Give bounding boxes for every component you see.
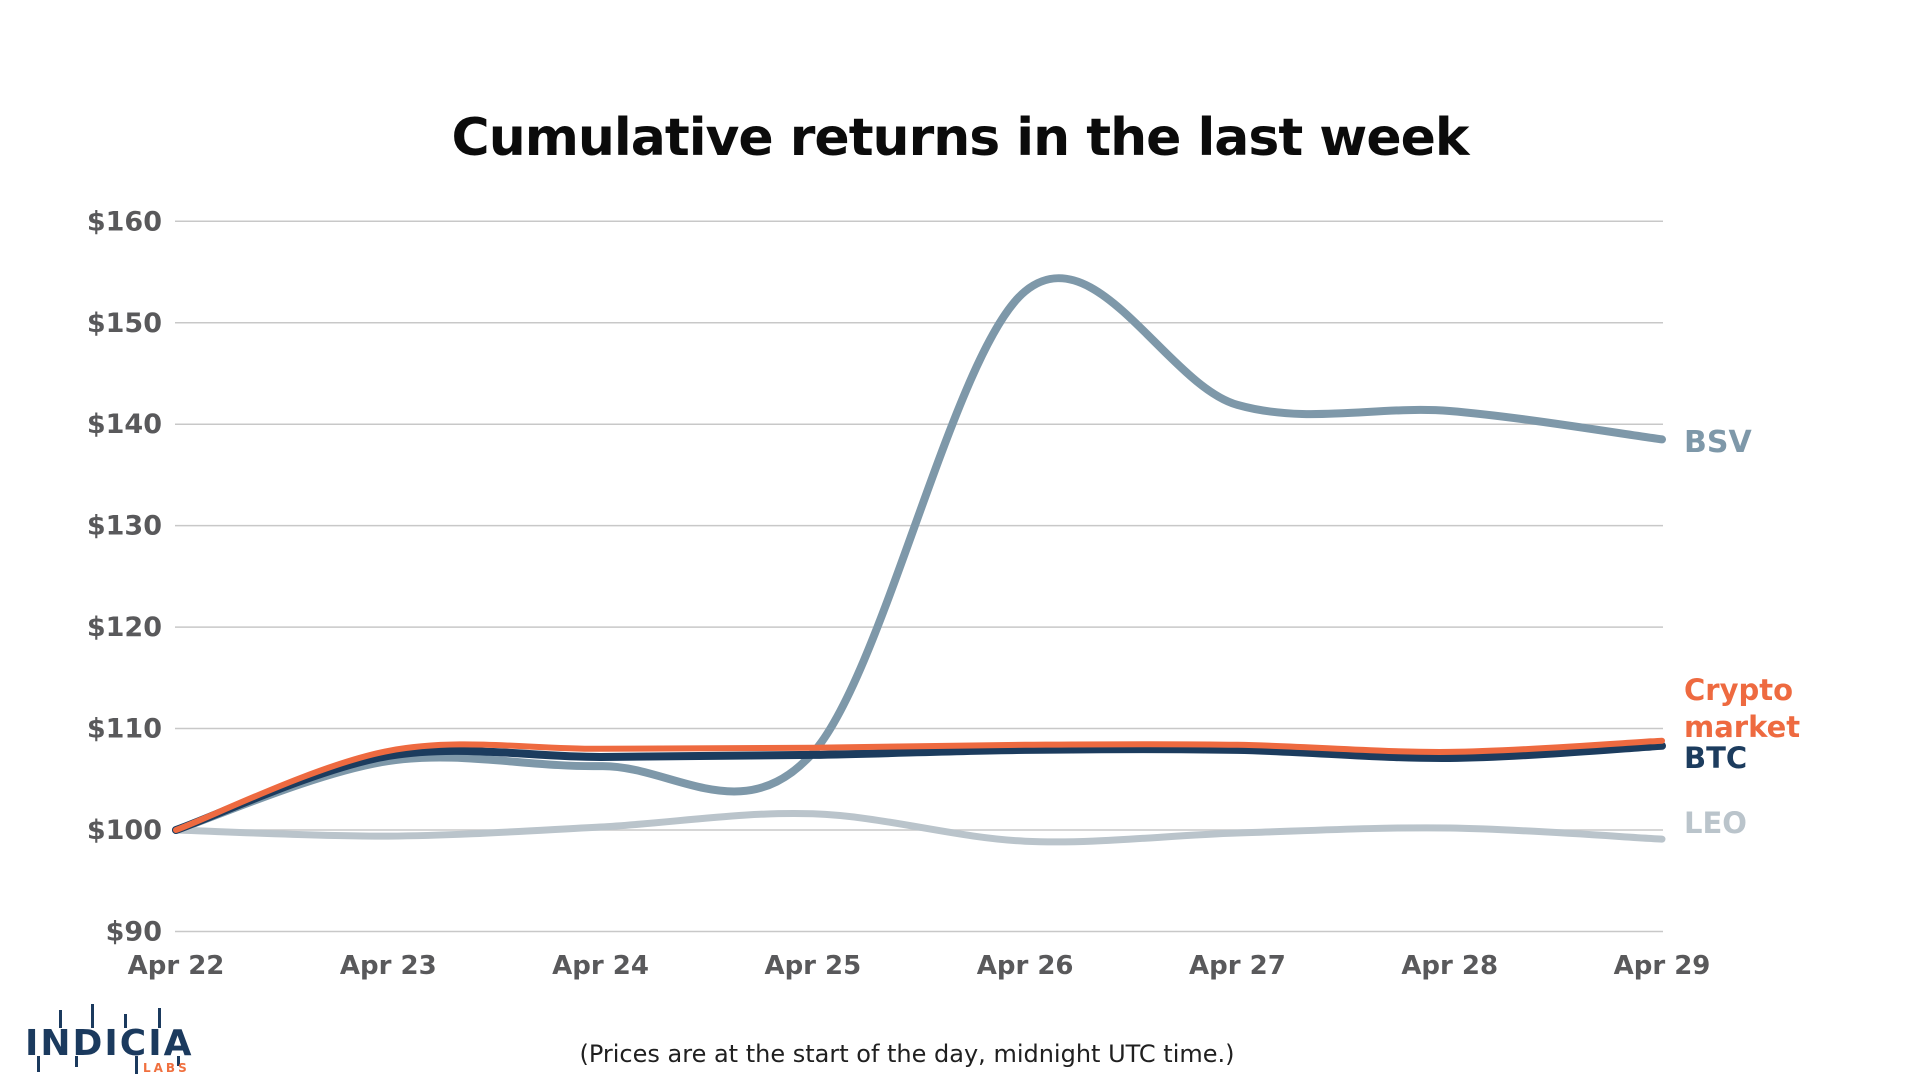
x-tick-label: Apr 22: [128, 951, 225, 981]
x-tick-label: Apr 25: [764, 951, 861, 981]
series-line-bsv: [172, 274, 1666, 834]
y-tick-label: $100: [87, 815, 162, 846]
y-tick-label: $90: [106, 916, 162, 947]
logo-candlestick-wick: [124, 1014, 127, 1028]
series-line-crypto-market: [173, 737, 1665, 833]
chart-footnote: (Prices are at the start of the day, mid…: [579, 1040, 1235, 1068]
logo-candlestick-wick: [158, 1008, 161, 1028]
y-tick-label: $160: [87, 206, 162, 237]
series-label-btc: BTC: [1684, 741, 1747, 775]
x-tick-label: Apr 24: [552, 951, 649, 981]
chart-title: Cumulative returns in the last week: [451, 108, 1470, 168]
logo-candlestick-wick: [37, 1056, 40, 1072]
series-label-crypto-market: market: [1684, 710, 1800, 744]
x-tick-label: Apr 27: [1189, 951, 1286, 981]
y-tick-label: $130: [87, 511, 162, 542]
x-tick-label: Apr 29: [1614, 951, 1711, 981]
series-line-leo: [172, 810, 1666, 846]
series-label-leo: LEO: [1684, 806, 1747, 840]
logo-candlestick-wick: [75, 1056, 78, 1067]
series-line-btc: [172, 741, 1666, 834]
x-tick-label: Apr 23: [340, 951, 437, 981]
series-label-crypto-market: Crypto: [1684, 673, 1793, 707]
series-label-bsv: BSV: [1684, 425, 1752, 460]
y-tick-label: $140: [87, 409, 162, 440]
logo-candlestick-wick: [91, 1004, 94, 1028]
y-tick-label: $120: [87, 612, 162, 643]
x-tick-label: Apr 28: [1401, 951, 1498, 981]
logo-wordmark: INDICIA: [25, 1023, 194, 1064]
indicia-labs-logo: INDICIA LABS: [25, 1004, 225, 1074]
logo-candlestick-wick: [59, 1010, 62, 1028]
logo-candlestick-wick: [135, 1056, 138, 1074]
y-tick-label: $150: [87, 308, 162, 339]
x-tick-label: Apr 26: [977, 951, 1074, 981]
logo-sub-label: LABS: [143, 1061, 190, 1075]
logo-candlestick-wick: [177, 1056, 180, 1066]
y-tick-label: $110: [87, 714, 162, 745]
